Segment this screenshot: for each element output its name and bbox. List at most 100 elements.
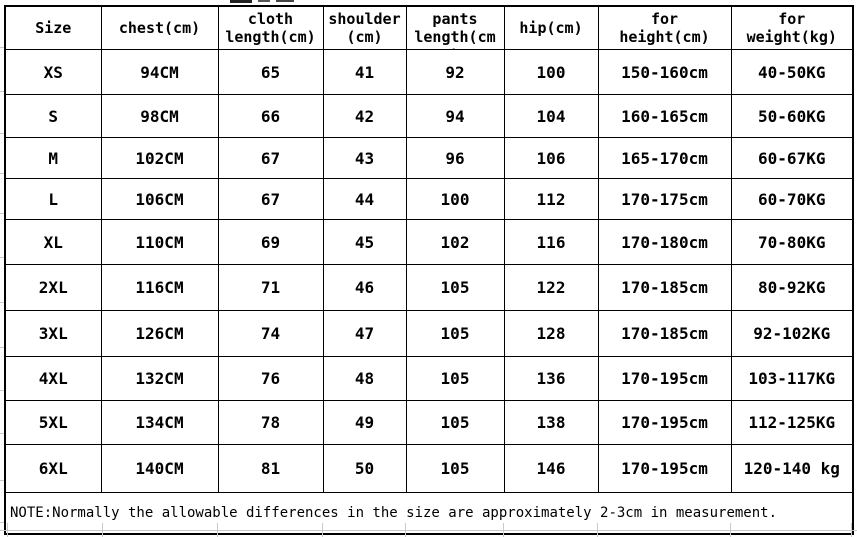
value-cell: 170-175cm: [597, 178, 732, 220]
size-label-cell: S: [4, 94, 102, 138]
value-cell: 105: [405, 310, 505, 357]
cropped-text-fragment: [230, 0, 252, 3]
value-cell: 170-185cm: [597, 264, 732, 311]
value-cell: 105: [405, 356, 505, 401]
header-label-line: (cm): [346, 28, 383, 46]
value-cell: 116: [503, 219, 599, 265]
column-header-shoulder: shoulder (cm): [322, 5, 407, 50]
header-label-line: chest(cm): [118, 19, 201, 37]
gridline-vertical: [730, 523, 731, 537]
size-label-cell: XL: [4, 219, 102, 265]
value-cell: 70-80KG: [730, 219, 854, 265]
value-cell: 98CM: [100, 94, 219, 138]
value-cell: 67: [217, 178, 324, 220]
header-row: Size chest(cm) cloth length(cm) shoulder (cm)…: [4, 5, 854, 50]
value-cell: 170-195cm: [597, 356, 732, 401]
size-chart-table: Size chest(cm) cloth length(cm) shoulder (cm)…: [4, 5, 854, 535]
table-row-2xl: 2XL 116CM 71 46 105 122 170-185cm 80-92KG: [4, 264, 854, 311]
value-cell: 65: [217, 49, 324, 95]
value-cell: 40-50KG: [730, 49, 854, 95]
column-header-for-height: for height(cm): [597, 5, 732, 50]
value-cell: 50: [322, 444, 407, 493]
value-cell: 74: [217, 310, 324, 357]
gridline-left-tick: [0, 173, 4, 174]
header-label-line: length(cm): [225, 28, 316, 46]
value-cell: 71: [217, 264, 324, 311]
table-row-s: S 98CM 66 42 94 104 160-165cm 50-60KG: [4, 94, 854, 138]
cropped-text-fragment: [276, 0, 294, 2]
value-cell: 116CM: [100, 264, 219, 311]
gridline-vertical: [7, 523, 8, 537]
value-cell: 138: [503, 400, 599, 445]
gridline-left-tick: [0, 302, 4, 303]
value-cell: 60-67KG: [730, 137, 854, 179]
table-row-3xl: 3XL 126CM 74 47 105 128 170-185cm 92-102KG: [4, 310, 854, 357]
value-cell: 136: [503, 356, 599, 401]
value-cell: 92: [405, 49, 505, 95]
table-row-xs: XS 94CM 65 41 92 100 150-160cm 40-50KG: [4, 49, 854, 95]
value-cell: 112: [503, 178, 599, 220]
size-label-cell: 4XL: [4, 356, 102, 401]
value-cell: 150-160cm: [597, 49, 732, 95]
gridline-left-tick: [0, 347, 4, 348]
header-label-line: weight(kg): [746, 28, 837, 46]
gridline-vertical: [503, 523, 504, 537]
size-label-cell: 2XL: [4, 264, 102, 311]
gridline-left-tick: [0, 257, 4, 258]
gridline-left-tick: [0, 91, 4, 92]
value-cell: 47: [322, 310, 407, 357]
gridline-left-tick: [0, 47, 4, 48]
value-cell: 43: [322, 137, 407, 179]
value-cell: 78: [217, 400, 324, 445]
value-cell: 160-165cm: [597, 94, 732, 138]
table-row-xl: XL 110CM 69 45 102 116 170-180cm 70-80KG: [4, 219, 854, 265]
header-label-line: pants: [432, 10, 478, 28]
value-cell: 126CM: [100, 310, 219, 357]
size-label-cell: XS: [4, 49, 102, 95]
value-cell: 45: [322, 219, 407, 265]
gridline-left-tick: [0, 522, 4, 523]
value-cell: 106: [503, 137, 599, 179]
value-cell: 94: [405, 94, 505, 138]
gridline-left-tick: [0, 480, 4, 481]
header-label-line: cloth: [247, 10, 294, 28]
value-cell: 41: [322, 49, 407, 95]
value-cell: 100: [405, 178, 505, 220]
column-header-hip: hip(cm): [503, 5, 599, 50]
gridline-vertical: [102, 523, 103, 537]
header-label-line: Size: [35, 19, 72, 37]
value-cell: 76: [217, 356, 324, 401]
value-cell: 105: [405, 400, 505, 445]
column-header-size: Size: [4, 5, 102, 50]
value-cell: 80-92KG: [730, 264, 854, 311]
gridline-vertical: [405, 523, 406, 537]
value-cell: 106CM: [100, 178, 219, 220]
value-cell: 102: [405, 219, 505, 265]
value-cell: 122: [503, 264, 599, 311]
value-cell: 46: [322, 264, 407, 311]
table-row-6xl: 6XL 140CM 81 50 105 146 170-195cm 120-140 kg: [4, 444, 854, 493]
value-cell: 134CM: [100, 400, 219, 445]
size-label-cell: M: [4, 137, 102, 179]
value-cell: 102CM: [100, 137, 219, 179]
gridline-vertical: [217, 523, 218, 537]
header-label-line: for: [650, 10, 679, 28]
size-label-cell: 3XL: [4, 310, 102, 357]
value-cell: 110CM: [100, 219, 219, 265]
column-header-chest: chest(cm): [100, 5, 219, 50]
header-label-line: for: [778, 10, 806, 28]
note-cell: NOTE:Normally the allowable differences …: [4, 492, 854, 535]
header-label-line: shoulder: [328, 10, 401, 28]
table-row-l: L 106CM 67 44 100 112 170-175cm 60-70KG: [4, 178, 854, 220]
gridline-left-tick: [0, 133, 4, 134]
value-cell: 140CM: [100, 444, 219, 493]
value-cell: 170-195cm: [597, 400, 732, 445]
value-cell: 66: [217, 94, 324, 138]
value-cell: 112-125KG: [730, 400, 854, 445]
size-label-cell: 6XL: [4, 444, 102, 493]
header-label-line: length(cm: [414, 28, 496, 46]
value-cell: 44: [322, 178, 407, 220]
value-cell: 100: [503, 49, 599, 95]
